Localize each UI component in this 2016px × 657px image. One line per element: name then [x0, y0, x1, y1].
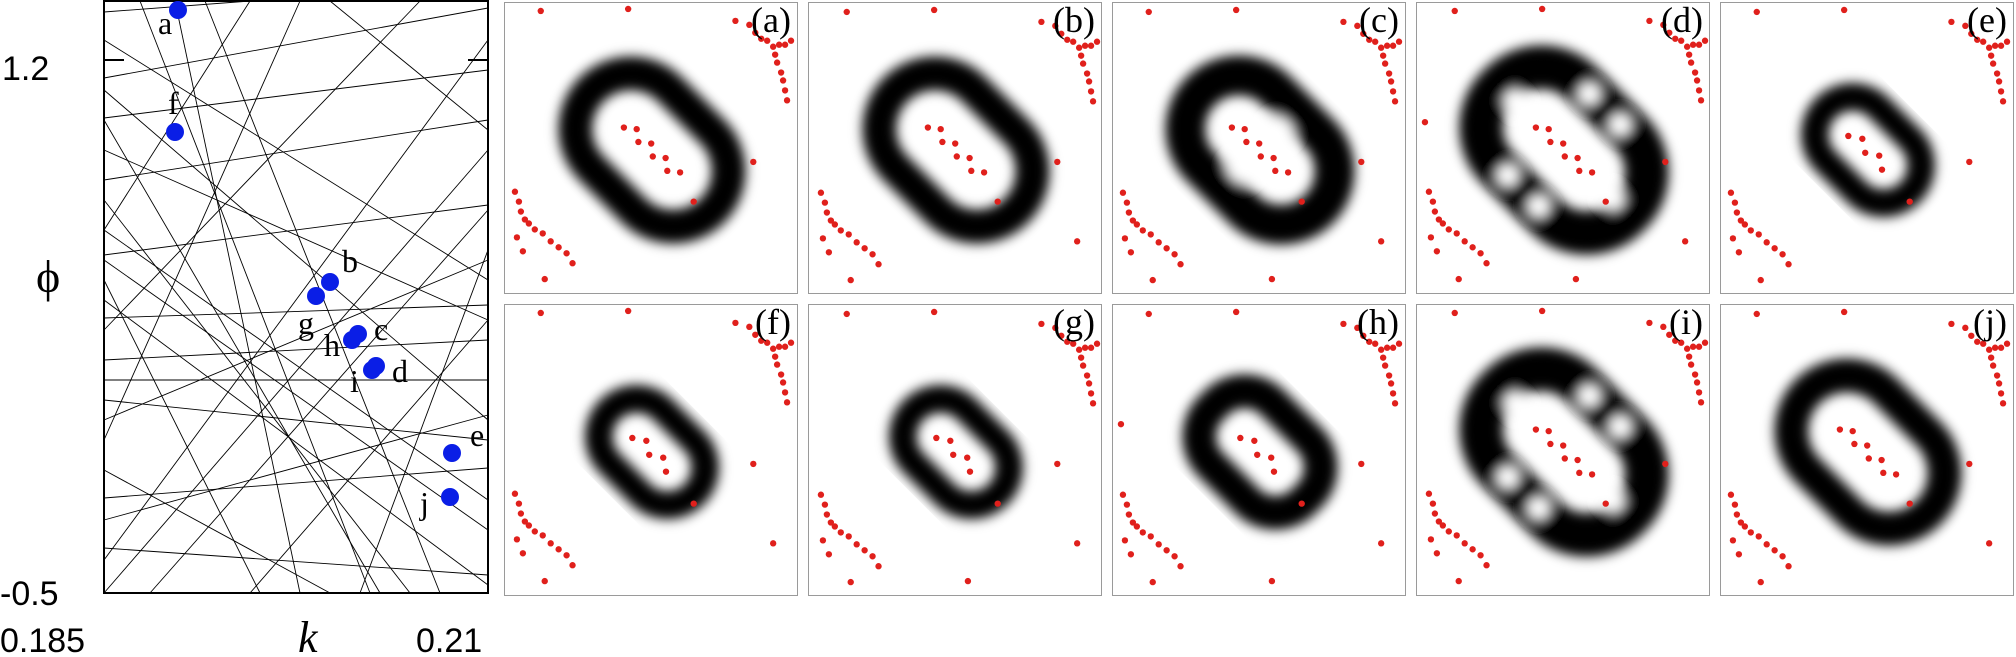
data-line [103, 39, 489, 281]
vortex-points [1421, 5, 1709, 283]
point-label-d: d [392, 353, 408, 389]
vortex-points [511, 5, 795, 283]
density-ring [862, 56, 1050, 244]
vortex-points [1119, 6, 1403, 284]
xtick-right: 0.21 [416, 622, 482, 657]
panel-a: (a) [504, 2, 798, 294]
data-line [103, 467, 489, 499]
vortex-points [1425, 307, 1709, 585]
data-line [103, 259, 489, 421]
panel-label: (j) [1973, 304, 2007, 342]
panel-g: (g) [808, 304, 1102, 596]
data-line [103, 279, 261, 594]
data-line [103, 469, 331, 594]
data-line [103, 0, 251, 231]
vortex-points [1117, 308, 1403, 586]
ytick-top: 1.2 [2, 50, 49, 88]
vortex-points [511, 307, 795, 585]
data-line [103, 399, 489, 441]
xtick-left: 0.185 [0, 622, 85, 657]
point-g [307, 287, 325, 305]
density-ring [558, 56, 746, 244]
data-line [103, 304, 489, 319]
point-label-g: g [298, 305, 314, 341]
panel-label: (d) [1661, 2, 1703, 40]
data-line [103, 119, 381, 594]
density-ring [888, 384, 1024, 520]
plot-frame [103, 0, 489, 594]
panel-label: (c) [1359, 2, 1399, 40]
density-ring [1459, 45, 1669, 255]
panel-c: (c) [1112, 2, 1406, 294]
plot-lines [103, 0, 489, 594]
panel-h: (h) [1112, 304, 1406, 596]
panel-label: (e) [1967, 2, 2007, 40]
point-label-b: b [342, 243, 358, 279]
panel-label: (g) [1053, 304, 1095, 342]
ytick-bottom: -0.5 [0, 575, 59, 613]
data-line [103, 89, 489, 421]
data-line [103, 69, 489, 119]
panel-d: (d) [1416, 2, 1710, 294]
panel-label: (a) [751, 2, 791, 40]
data-line [103, 339, 489, 361]
point-label-e: e [470, 417, 484, 453]
panel-f: (f) [504, 304, 798, 596]
data-line [103, 0, 301, 441]
panel-label: (i) [1669, 304, 1703, 342]
data-line [103, 259, 489, 531]
data-line [174, 0, 301, 594]
data-line [249, 319, 489, 594]
panel-label: (b) [1053, 2, 1095, 40]
point-j [441, 488, 459, 506]
panel-i: (i) [1416, 304, 1710, 596]
data-line [103, 39, 489, 561]
data-line [103, 199, 411, 594]
point-label-h: h [324, 327, 340, 363]
vortex-points [817, 6, 1101, 284]
panel-b: (b) [808, 2, 1102, 294]
panel-e: (e) [1720, 2, 2014, 294]
data-line [103, 149, 489, 594]
density-ring [1182, 374, 1338, 530]
point-f [166, 123, 184, 141]
data-line [139, 0, 371, 594]
point-e [443, 444, 461, 462]
density-ring [1774, 358, 1962, 546]
density-ring [1800, 82, 1936, 218]
point-label-i: i [350, 363, 359, 399]
data-line [329, 0, 489, 131]
data-line [103, 149, 489, 321]
point-label-a: a [158, 5, 172, 41]
point-label-j: j [419, 485, 429, 521]
panel-j: (j) [1720, 304, 2014, 596]
point-label-f: f [168, 85, 179, 121]
point-label-c: c [374, 311, 388, 347]
data-line [103, 7, 489, 79]
data-line [103, 299, 489, 586]
density-ring [584, 384, 720, 520]
plot-points: a bcd e f ghi j [158, 1, 484, 521]
panel-label: (h) [1357, 304, 1399, 342]
data-line [103, 547, 489, 576]
vortex-points [1727, 308, 2011, 586]
panel-label: (f) [755, 304, 791, 342]
data-line [103, 119, 489, 181]
vortex-points [1727, 6, 2011, 284]
k-phi-plot: 1.2 -0.5 0.185 0.21 k ϕ a bcd e f ghi j [0, 0, 489, 657]
density-ring [1459, 347, 1669, 557]
data-line [103, 414, 489, 521]
y-axis-title: ϕ [36, 251, 60, 302]
vortex-points [817, 308, 1101, 586]
data-line [359, 249, 489, 594]
point-b [321, 273, 339, 291]
data-line [103, 229, 489, 501]
point-i [363, 361, 381, 379]
point-h [343, 331, 361, 349]
data-line [103, 0, 421, 331]
data-line [149, 209, 489, 594]
density-ring [1165, 55, 1355, 245]
x-axis-title: k [298, 613, 319, 657]
point-a [169, 1, 187, 19]
